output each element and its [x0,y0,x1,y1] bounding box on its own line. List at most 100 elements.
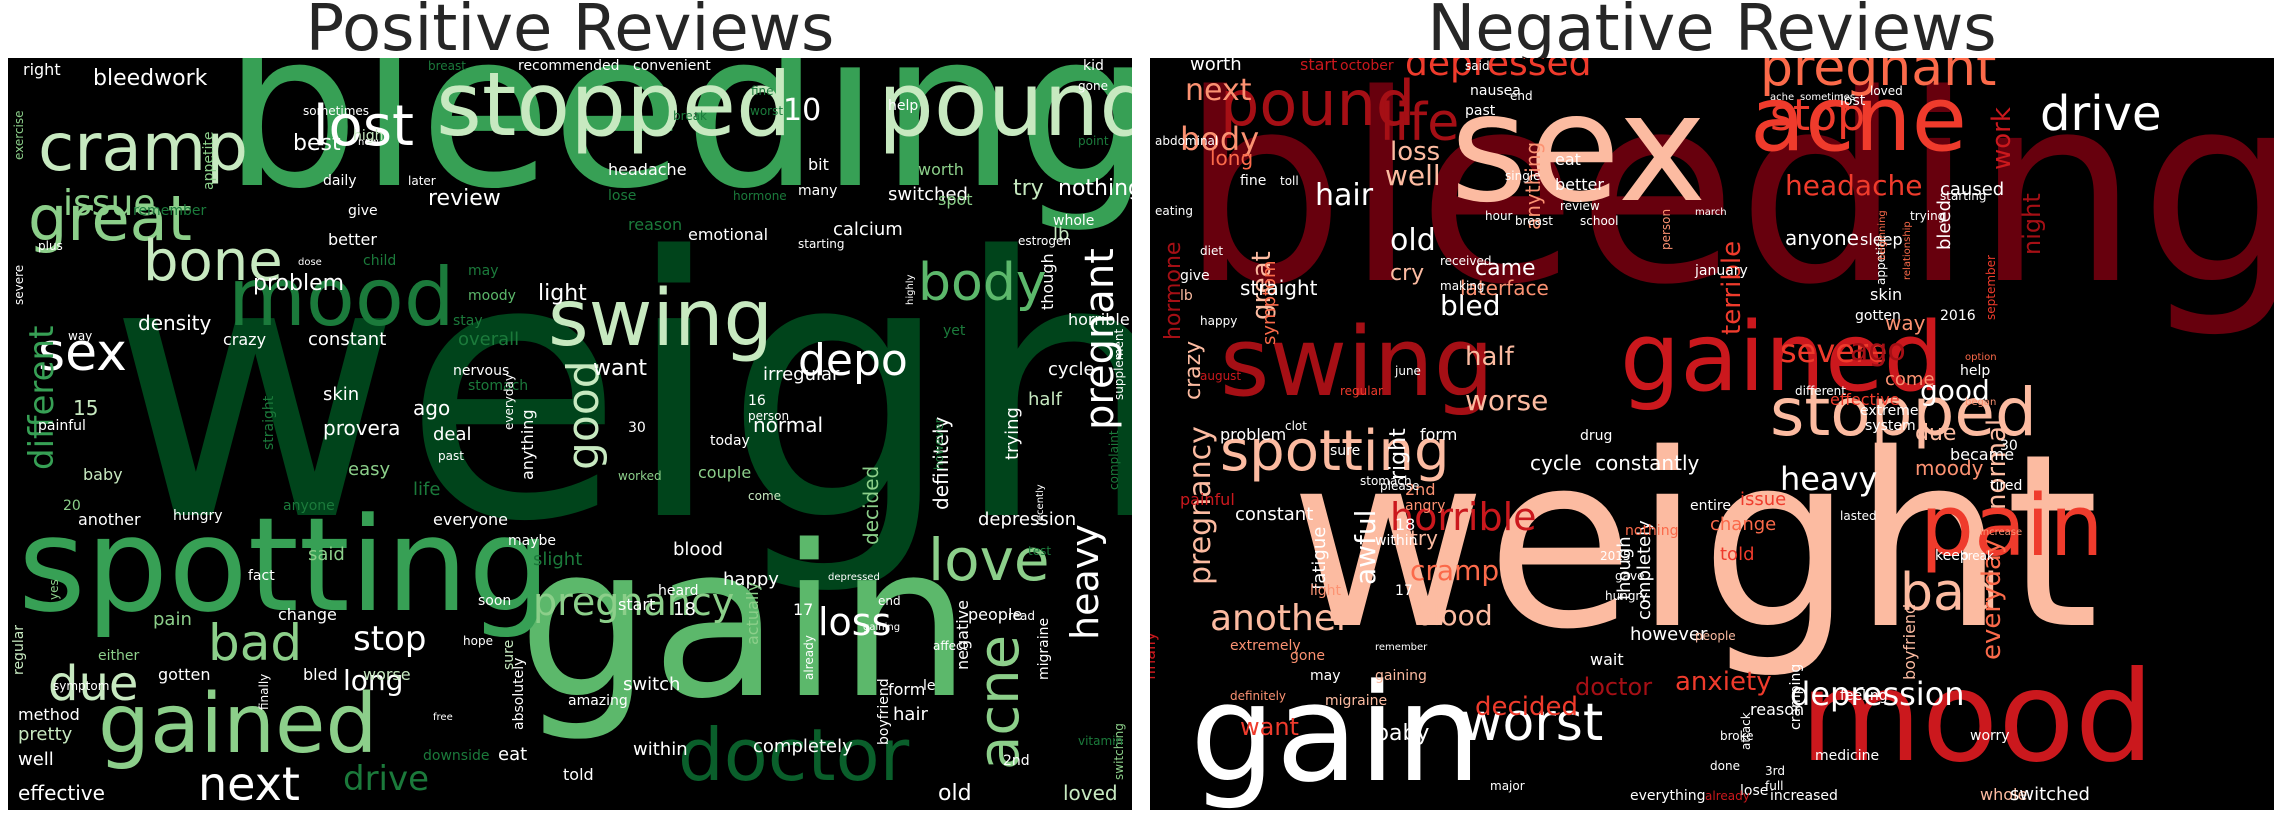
negative-word-though: though [1614,536,1635,600]
negative-word-fine: fine [1240,173,1266,189]
positive-word-16: 16 [748,393,766,409]
positive-word-either: either [98,648,139,664]
positive-word-ago: ago [413,396,450,420]
positive-word-baby: baby [83,465,123,484]
negative-word-bled: bled [1440,289,1501,322]
negative-word-great: great [1247,251,1277,320]
negative-word-different: different [1795,384,1846,398]
positive-word-another: another [78,510,141,529]
negative-word-drug: drug [1580,428,1612,444]
positive-word-pregnancy: pregnancy [533,580,734,624]
positive-word-dose: dose [298,257,322,268]
positive-word-remember: remember [133,203,206,219]
negative-word-2nd: 2nd [1405,480,1435,499]
negative-word-due: due [1915,421,1956,446]
positive-word-past: past [438,449,464,463]
negative-word-abdominal: abdominal [1155,134,1218,148]
positive-word-today: today [710,433,750,449]
negative-word-angry: angry [1405,498,1445,514]
positive-word-cramp: cramp [38,109,248,186]
positive-word-soon: soon [478,593,511,609]
negative-word-moody: moody [1915,456,1984,480]
negative-word-trying: trying [1910,209,1945,223]
negative-word-swing: swing [1220,308,1494,418]
positive-word-best: best [293,131,341,156]
positive-word-daily: daily [323,173,357,189]
negative-word-hour: hour [1485,209,1513,223]
negative-word-october: october [1340,58,1394,74]
negative-word-may: may [1310,668,1341,684]
positive-word-worst: worst [750,104,783,118]
negative-word-stomach: stomach [1360,474,1412,488]
negative-word-want: want [1240,713,1299,741]
positive-word-supplement: supplement [1112,329,1126,400]
positive-word-effective: effective [18,781,105,805]
positive-word-right: right [23,60,61,79]
positive-word-though: though [1038,253,1057,310]
negative-word-anxiety: anxiety [1675,667,1772,697]
positive-word-pretty: pretty [18,724,73,745]
negative-word-depression: depression [1790,675,1965,713]
negative-word-switched: switched [2010,784,2090,805]
positive-word-switched: switched [888,184,968,205]
positive-word-stay: stay [453,313,483,329]
positive-word-drive: drive [343,759,429,799]
negative-word-old: old [1390,223,1436,258]
negative-word-past: past [1465,103,1496,119]
positive-word-vitamin: vitamin [1078,734,1123,748]
negative-word-person: person [1659,209,1673,250]
positive-word-slight: slight [533,549,582,570]
negative-word-light: light [1310,583,1342,599]
positive-word-switching: switching [1112,723,1126,780]
positive-word-18: 18 [673,599,696,620]
negative-word-lasted: lasted [1840,509,1877,523]
positive-word-eat: eat [498,744,527,765]
negative-word-straight: straight [1240,276,1318,300]
positive-word-within: within [633,739,688,760]
negative-word-stop: stop [1770,90,1865,141]
positive-word-people: people [968,605,1022,624]
negative-word-came: came [1475,256,1536,281]
negative-word-way: way [1885,311,1926,335]
positive-word-said: said [308,544,345,565]
positive-word-life: life [413,479,440,500]
positive-word-depression: depression [978,509,1076,530]
positive-word-deal: deal [433,424,472,445]
positive-word-estrogen: estrogen [1018,234,1071,248]
negative-word-end: end [1510,89,1533,103]
positive-word-moody: moody [468,288,516,304]
positive-word-heard: heard [658,583,698,599]
negative-word-constant: constant [1235,504,1313,525]
positive-word-everyone: everyone [433,510,508,529]
negative-word-drive: drive [2040,86,2161,142]
positive-word-anything: anything [518,409,537,480]
negative-word-heavy: heavy [1780,460,1877,498]
negative-word-well: well [1385,159,1441,192]
positive-word-hormone: hormone [733,189,787,203]
positive-word-easy: easy [348,459,390,480]
negative-word-effective: effective [1830,390,1900,409]
positive-word-decided: decided [859,466,883,545]
negative-word-done: done [1710,759,1740,773]
negative-word-long: long [1210,146,1253,170]
negative-word-loss: loss [1390,137,1440,167]
negative-word-gaining: gaining [1375,668,1427,684]
positive-word-heavy: heavy [1063,524,1107,640]
negative-word-symptom: symptom [1259,260,1280,345]
negative-word-next: next [1185,73,1252,108]
negative-word-school: school [1580,214,1618,228]
negative-word-everyday: everyday [1977,539,2007,660]
positive-word-bleeding: bleeding [223,58,1132,236]
positive-word-free: free [433,712,453,723]
negative-word-fatigue: fatigue [1309,527,1330,590]
positive-word-highly: highly [905,274,916,305]
negative-word-loved: loved [1870,84,1903,98]
positive-word-downside: downside [423,748,489,764]
negative-word-clot: clot [1285,419,1307,433]
negative-word-full: full [1765,779,1784,793]
negative-word-change: change [1710,514,1776,535]
positive-word-affect: affect [933,639,968,653]
negative-word-awful: awful [1349,510,1382,585]
negative-word-mood: mood [1800,645,2154,790]
positive-word-symptom: symptom [53,679,109,693]
